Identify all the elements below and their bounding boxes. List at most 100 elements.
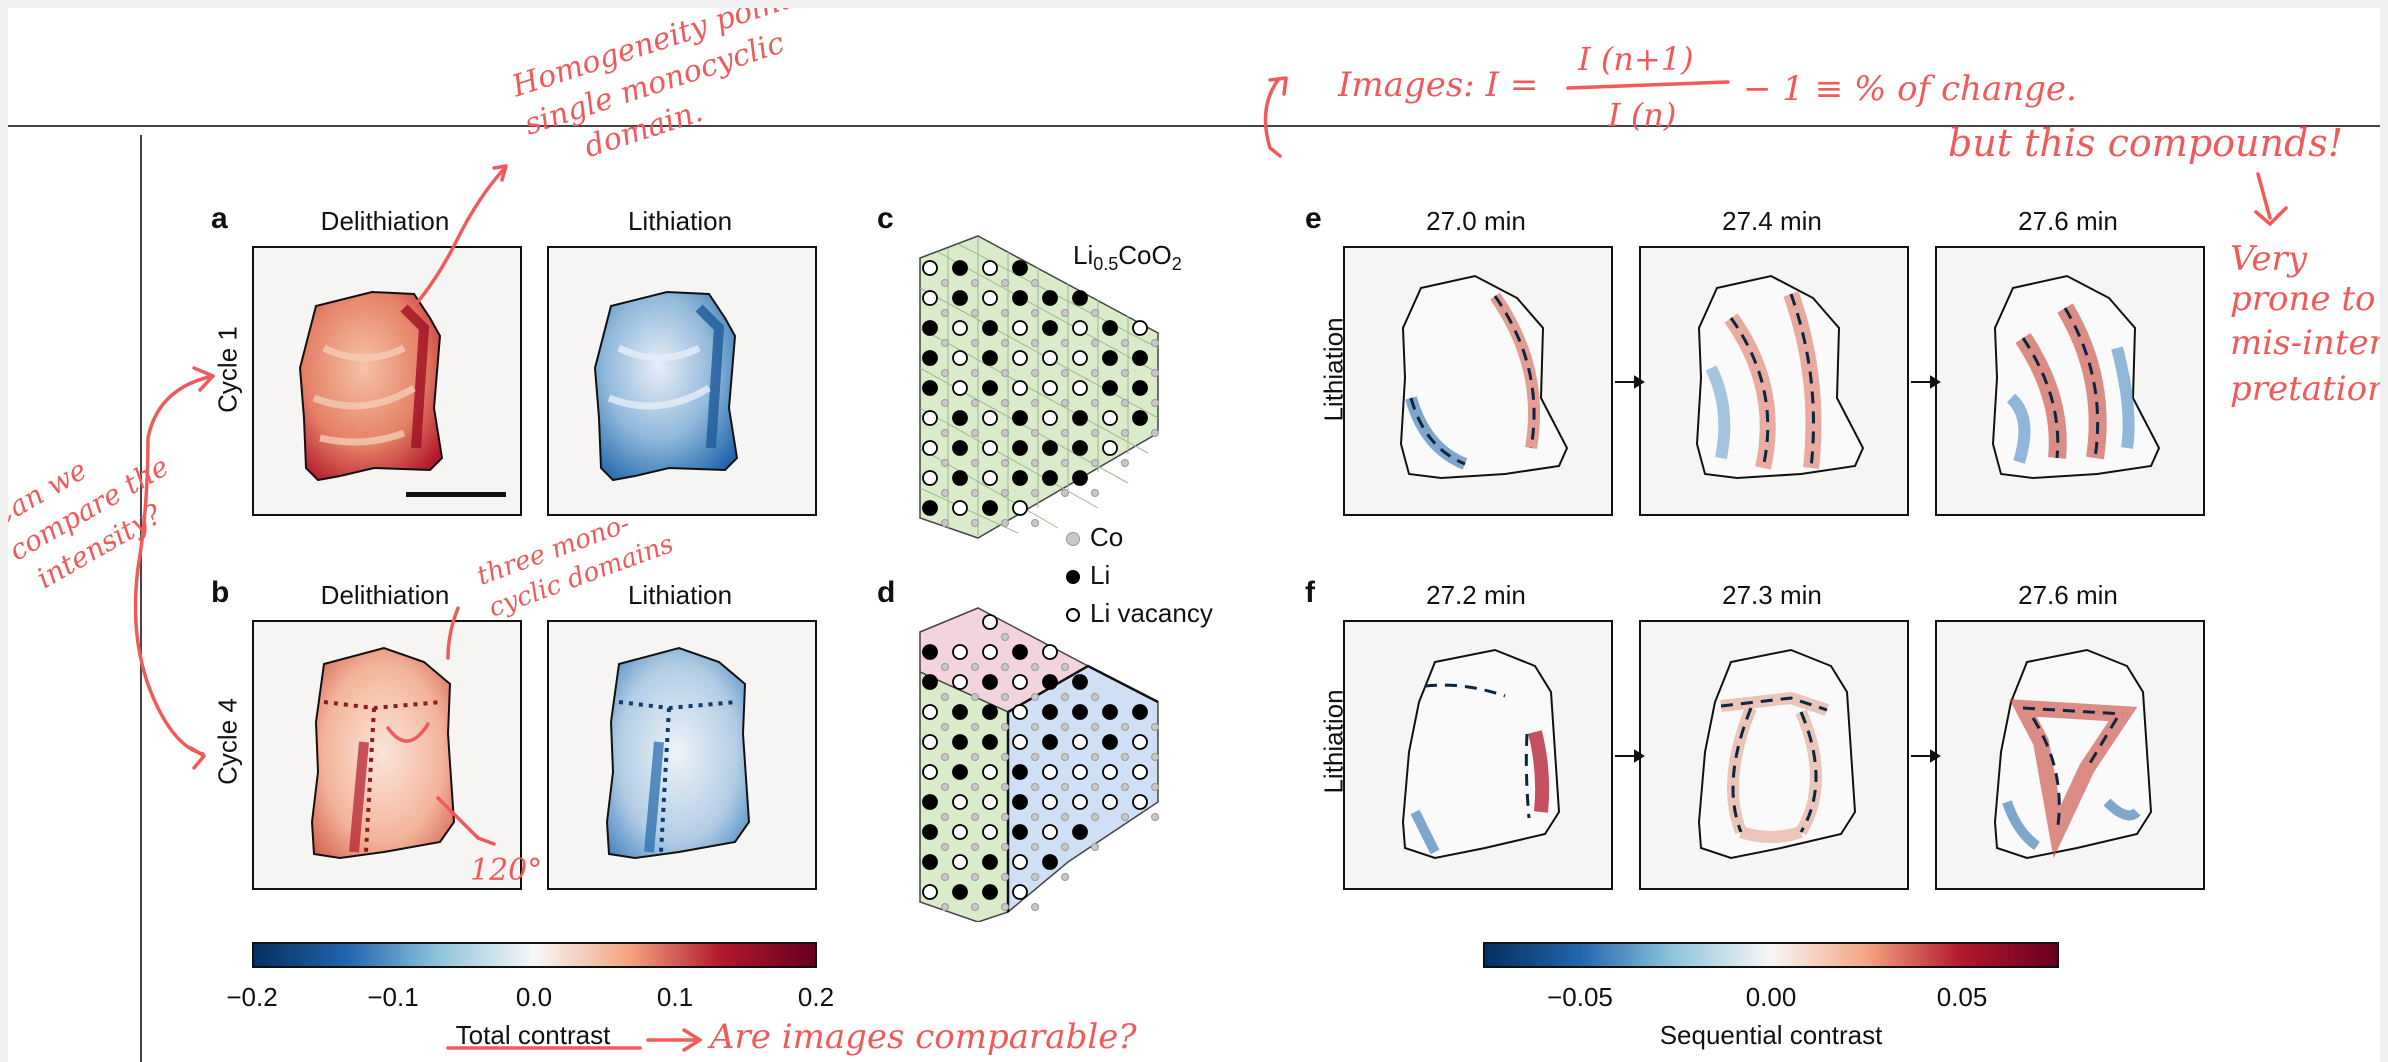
li-vacancy xyxy=(1132,734,1148,750)
li-atom xyxy=(1072,824,1088,840)
co-atom xyxy=(941,279,949,287)
panel-a-lithiation-image xyxy=(547,246,817,516)
panel-letter-c: c xyxy=(877,202,894,235)
co-atom xyxy=(971,429,979,437)
co-atom xyxy=(941,723,949,731)
co-atom xyxy=(971,459,979,467)
co-atom xyxy=(1031,369,1039,377)
panel-letter-b: b xyxy=(211,576,230,609)
co-atom xyxy=(941,873,949,881)
panel-c-formula: Li0.5CoO2 xyxy=(1073,240,1182,275)
li-vacancy xyxy=(922,704,938,720)
co-atom xyxy=(941,459,949,467)
li-vacancy xyxy=(1102,440,1118,456)
panel-c-lattice xyxy=(919,235,1159,539)
li-vacancy xyxy=(982,614,998,630)
co-atom xyxy=(1061,429,1069,437)
li-atom xyxy=(1102,320,1118,336)
note-formula-right: − 1 ≡ % of change. xyxy=(1743,69,2077,109)
note-prone-3: mis-inter- xyxy=(2230,323,2380,363)
co-atom xyxy=(971,843,979,851)
li-atom xyxy=(982,704,998,720)
co-atom xyxy=(1091,429,1099,437)
li-vacancy xyxy=(1012,320,1028,336)
li-atom xyxy=(982,350,998,366)
li-vacancy xyxy=(982,410,998,426)
total-tick-1: −0.2 xyxy=(226,982,278,1012)
co-atom xyxy=(1031,693,1039,701)
li-atom xyxy=(1132,704,1148,720)
co-atom xyxy=(941,903,949,911)
co-atom xyxy=(1031,723,1039,731)
li-atom xyxy=(1072,704,1088,720)
li-atom xyxy=(1072,410,1088,426)
li-atom xyxy=(1012,470,1028,486)
co-atom xyxy=(1061,309,1069,317)
co-atom xyxy=(1031,813,1039,821)
co-atom xyxy=(971,399,979,407)
li-atom xyxy=(1102,350,1118,366)
colorbar-sequential-contrast xyxy=(1483,942,2059,968)
co-atom xyxy=(971,813,979,821)
li-atom xyxy=(1042,674,1058,690)
top-divider xyxy=(8,125,2380,127)
co-atom xyxy=(971,489,979,497)
co-atom xyxy=(1001,633,1009,641)
note-compounds: but this compounds! xyxy=(1948,121,2343,165)
co-atom xyxy=(1031,339,1039,347)
legend-co-label: Co xyxy=(1090,522,1124,552)
co-atom xyxy=(1091,309,1099,317)
co-atom xyxy=(941,843,949,851)
panel-e-image-2 xyxy=(1639,246,1909,516)
co-atom xyxy=(1121,753,1129,761)
vacancy-marker-icon xyxy=(1066,608,1080,623)
panel-f-time-1: 27.2 min xyxy=(1426,580,1526,610)
li-vacancy xyxy=(1132,320,1148,336)
li-atom xyxy=(1132,380,1148,396)
li-atom xyxy=(922,350,938,366)
li-vacancy xyxy=(922,410,938,426)
co-atom xyxy=(971,279,979,287)
note-arrow-compounds xyxy=(2254,172,2288,226)
li-vacancy xyxy=(982,290,998,306)
total-contrast-label: Total contrast xyxy=(455,1020,611,1050)
li-atom xyxy=(952,290,968,306)
co-atom xyxy=(1061,339,1069,347)
li-vacancy xyxy=(922,260,938,276)
panel-f-time-3: 27.6 min xyxy=(2018,580,2118,610)
co-atom xyxy=(1001,873,1009,881)
li-atom xyxy=(1042,854,1058,870)
left-divider xyxy=(140,135,142,1062)
note-prone-2: prone to xyxy=(2230,279,2375,319)
li-atom xyxy=(922,854,938,870)
li-atom xyxy=(1042,290,1058,306)
li-vacancy xyxy=(1042,380,1058,396)
li-vacancy xyxy=(1132,764,1148,780)
co-atom xyxy=(1091,369,1099,377)
co-atom xyxy=(1061,813,1069,821)
li-vacancy xyxy=(952,674,968,690)
panel-f-time-2: 27.3 min xyxy=(1722,580,1822,610)
li-vacancy xyxy=(1042,794,1058,810)
co-atom xyxy=(1151,723,1159,731)
co-atom xyxy=(971,339,979,347)
li-vacancy xyxy=(952,500,968,516)
co-atom xyxy=(941,309,949,317)
panel-b-delithiation-image xyxy=(252,620,522,890)
co-atom xyxy=(1091,693,1099,701)
li-atom xyxy=(1132,350,1148,366)
co-atom xyxy=(1091,339,1099,347)
formula-hook-arrow xyxy=(1263,76,1288,158)
li-vacancy xyxy=(952,794,968,810)
li-atom xyxy=(952,734,968,750)
total-tick-2: −0.1 xyxy=(367,982,419,1012)
co-atom xyxy=(1151,369,1159,377)
co-atom xyxy=(941,663,949,671)
li-atom xyxy=(1072,440,1088,456)
co-atom xyxy=(941,519,949,527)
li-atom xyxy=(1072,470,1088,486)
li-atom xyxy=(1072,674,1088,690)
formula-o-sub: 2 xyxy=(1171,254,1182,275)
co-atom xyxy=(1151,783,1159,791)
co-atom xyxy=(941,339,949,347)
